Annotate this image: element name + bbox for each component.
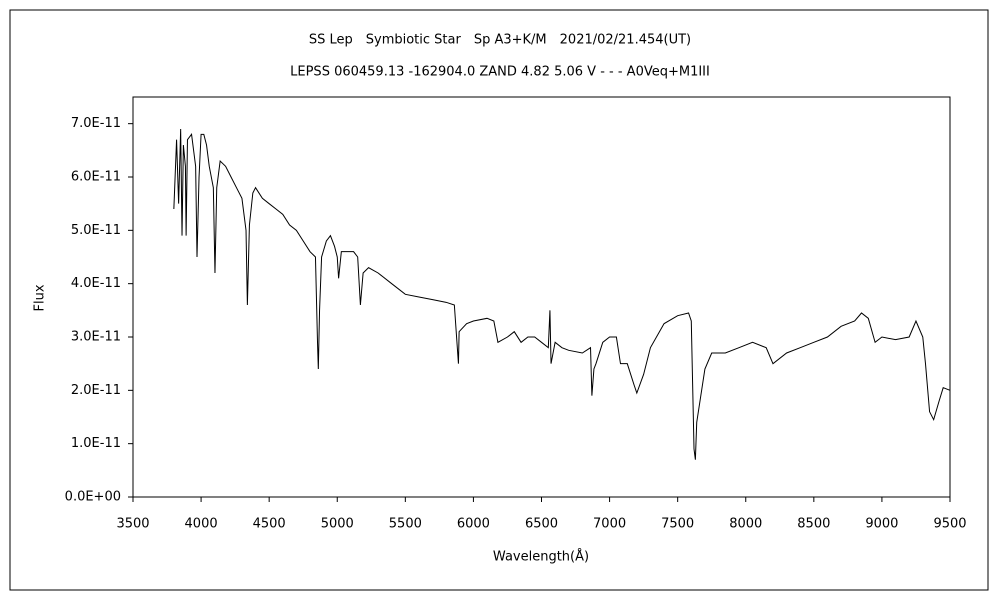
spectrum-line bbox=[173, 128, 951, 460]
y-axis-label: Flux bbox=[33, 284, 48, 311]
x-tick-label: 9000 bbox=[865, 517, 898, 532]
chart-subtitle: LEPSS 060459.13 -162904.0 ZAND 4.82 5.06… bbox=[290, 65, 710, 80]
x-tick-label: 9500 bbox=[933, 517, 966, 532]
x-tick-label: 3500 bbox=[116, 517, 149, 532]
chart-frame bbox=[9, 9, 989, 591]
y-tick-label: 7.0E-11 bbox=[71, 116, 121, 131]
y-tick-label: 1.0E-11 bbox=[71, 436, 121, 451]
y-tick-label: 5.0E-11 bbox=[71, 223, 121, 238]
y-tick-label: 3.0E-11 bbox=[71, 330, 121, 345]
x-tick-label: 5500 bbox=[389, 517, 422, 532]
x-tick-label: 7000 bbox=[593, 517, 626, 532]
x-tick-label: 6000 bbox=[457, 517, 490, 532]
x-tick-label: 7500 bbox=[661, 517, 694, 532]
x-tick-label: 8500 bbox=[797, 517, 830, 532]
x-tick-label: 4000 bbox=[185, 517, 218, 532]
x-axis-label: Wavelength(Å) bbox=[493, 549, 589, 565]
y-tick-label: 2.0E-11 bbox=[71, 383, 121, 398]
x-tick-label: 5000 bbox=[321, 517, 354, 532]
y-tick-label: 4.0E-11 bbox=[71, 276, 121, 291]
x-tick-label: 8000 bbox=[729, 517, 762, 532]
x-tick-label: 6500 bbox=[525, 517, 558, 532]
y-tick-label: 6.0E-11 bbox=[71, 170, 121, 185]
y-tick-label: 0.0E+00 bbox=[65, 490, 121, 505]
x-tick-label: 4500 bbox=[253, 517, 286, 532]
chart-title: SS Lep Symbiotic Star Sp A3+K/M 2021/02/… bbox=[309, 33, 691, 48]
